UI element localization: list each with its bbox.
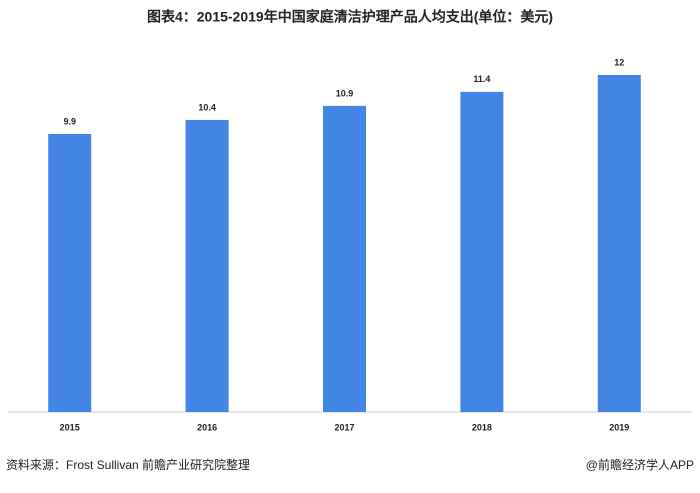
x-tick-label: 2019 [609,422,629,432]
value-label: 10.4 [198,102,216,112]
brand: @前瞻经济学人APP [586,457,694,472]
source: 资料来源：Frost Sullivan 前瞻产业研究院整理 [6,457,250,472]
x-tick-label: 2016 [197,422,217,432]
bar [597,75,641,412]
x-tick-label: 2017 [334,422,354,432]
bar [48,133,92,412]
bar [460,91,504,412]
x-tick-label: 2018 [472,422,492,432]
bar [323,105,366,413]
value-label: 11.4 [473,74,490,84]
value-label: 12 [614,57,624,67]
chart-title: 图表4：2015-2019年中国家庭清洁护理产品人均支出(单位：美元) [147,9,553,25]
value-label: 9.9 [63,116,76,126]
x-tick-label: 2015 [60,422,80,432]
value-label: 10.9 [336,88,354,98]
bar [185,119,229,412]
